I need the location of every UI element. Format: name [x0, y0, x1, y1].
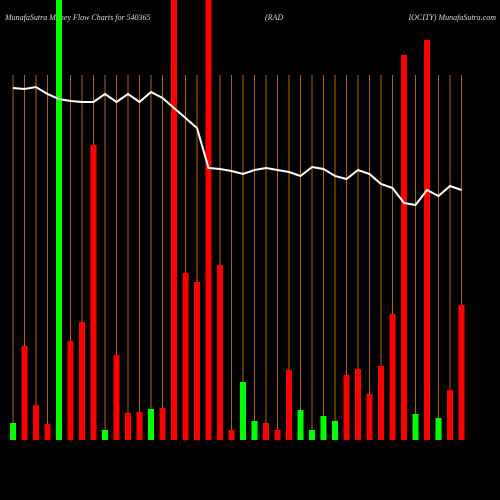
bar: [217, 265, 223, 440]
bar: [159, 408, 166, 440]
bar: [355, 369, 361, 440]
chart-title: MunafaSutra Money Flow Charts for 540365: [4, 13, 151, 22]
bar: [343, 375, 350, 440]
bar: [320, 416, 327, 440]
bar: [44, 424, 51, 440]
bar: [113, 355, 120, 440]
bar: [21, 346, 28, 440]
chart-title: (RAD: [265, 13, 283, 22]
bar: [251, 421, 258, 440]
bar: [389, 314, 396, 440]
bar: [33, 405, 39, 440]
bar: [67, 341, 74, 440]
chart-title: IOCITY) MunafaSutra.com: [407, 13, 496, 22]
bar: [56, 0, 62, 440]
bar: [102, 430, 108, 440]
bar: [366, 394, 373, 440]
bar: [240, 382, 246, 440]
bar: [447, 390, 453, 440]
bar: [90, 145, 97, 440]
bar: [274, 430, 281, 440]
bar: [458, 305, 465, 440]
bar: [125, 413, 131, 440]
bar: [10, 423, 16, 440]
bar: [136, 412, 143, 440]
bar: [79, 322, 85, 440]
bar: [297, 410, 304, 440]
bar: [286, 370, 292, 440]
bar: [309, 430, 315, 440]
bar: [435, 418, 442, 440]
bar: [401, 55, 407, 440]
money-flow-line: [12, 85, 462, 207]
bar: [171, 0, 177, 440]
bar: [263, 423, 269, 440]
bar: [424, 40, 430, 440]
bar: [332, 421, 338, 440]
bar: [194, 282, 200, 440]
bar: [182, 273, 189, 440]
bar: [378, 366, 384, 440]
bar: [412, 414, 419, 440]
bar: [148, 409, 154, 440]
bar: [205, 0, 212, 440]
bar: [228, 430, 235, 440]
